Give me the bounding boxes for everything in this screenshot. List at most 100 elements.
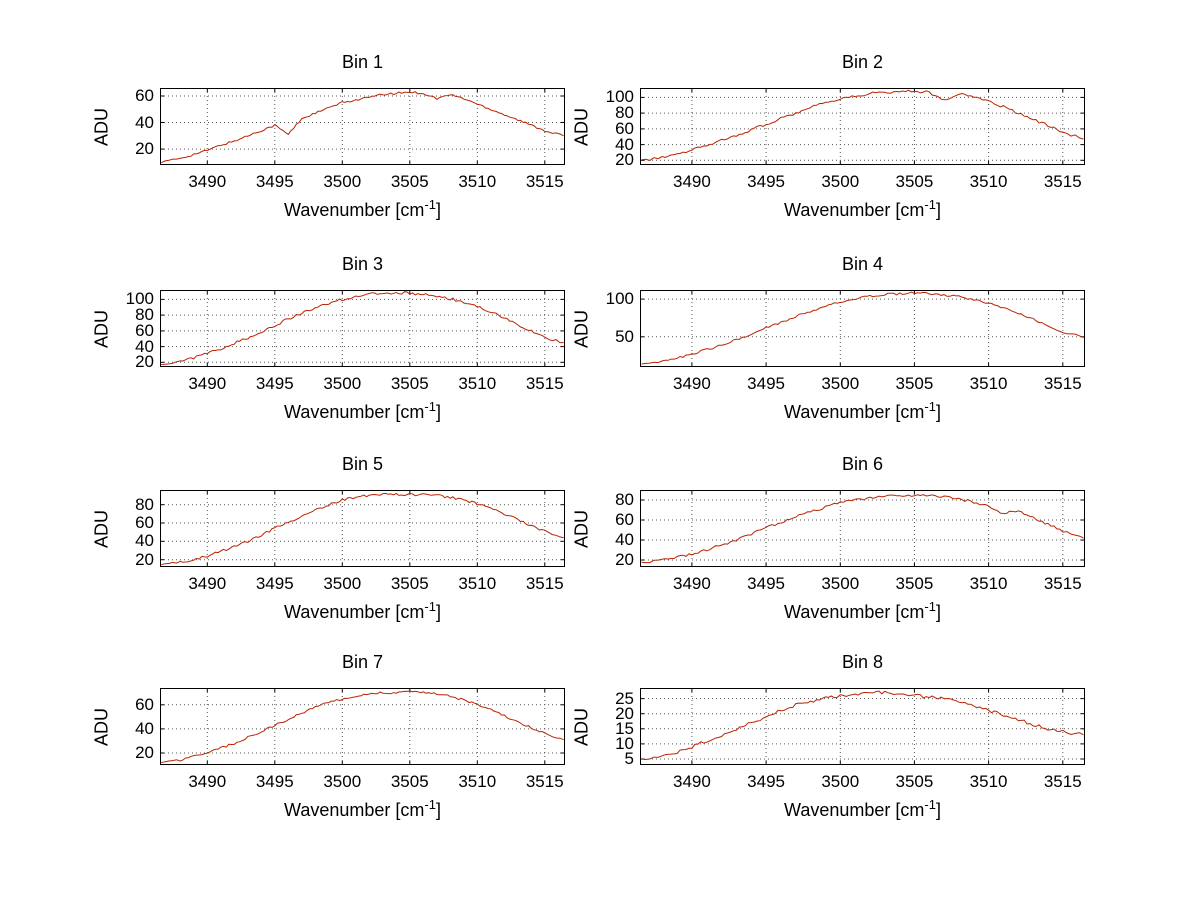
y-tick-label-bin-4: 100 [605,289,634,309]
x-axis-label-bin-3: Wavenumber [cm-1] [284,399,441,422]
y-tick-label-bin-5: 20 [135,549,154,569]
y-tick-label-bin-3: 100 [125,289,154,309]
y-tick-label-bin-7: 60 [135,694,154,714]
axes-box-bin-5 [160,490,565,567]
y-tick-label-bin-6: 80 [615,490,634,509]
x-tick-label-bin-5: 3490 [188,574,227,593]
x-tick-label-bin-3: 3510 [458,374,497,393]
x-tick-label-bin-8: 3505 [895,772,934,791]
x-tick-label-bin-1: 3510 [458,172,497,191]
x-tick-label-bin-1: 3505 [390,172,429,191]
plot-area-svg-bin-7 [160,688,565,765]
plot-area-svg-bin-1 [160,88,565,165]
x-axis-label-bin-8: Wavenumber [cm-1] [784,797,941,820]
x-axis-label-bin-1: Wavenumber [cm-1] [284,197,441,220]
spectrum-line-bin-1 [161,91,564,164]
x-tick-label-bin-6: 3500 [821,574,860,593]
y-tick-label-bin-6: 40 [615,530,634,549]
plot-title-bin-7: Bin 7 [341,652,384,672]
x-tick-label-bin-3: 3515 [525,374,564,393]
x-axis-label-bin-6: Wavenumber [cm-1] [784,599,941,622]
y-tick-label-bin-6: 60 [615,510,634,529]
x-tick-label-bin-7: 3510 [458,772,497,791]
axes-box-bin-3 [160,290,565,367]
x-tick-label-bin-2: 3505 [895,172,934,191]
spectrum-line-bin-5 [161,492,564,566]
x-axis-label-bin-5: Wavenumber [cm-1] [284,599,441,622]
y-tick-label-bin-2: 60 [615,118,634,138]
x-tick-label-bin-8: 3515 [1043,772,1082,791]
x-tick-label-bin-1: 3490 [188,172,227,191]
y-tick-label-bin-2: 80 [615,103,634,123]
axes-box-bin-6 [640,490,1085,567]
x-tick-label-bin-6: 3505 [895,574,934,593]
x-tick-label-bin-2: 3515 [1043,172,1082,191]
subplot-bin-4 [640,290,1085,367]
y-tick-label-bin-2: 40 [615,134,634,154]
x-tick-label-bin-3: 3505 [390,374,429,393]
plot-title-bin-5: Bin 5 [341,454,384,474]
plot-area-svg-bin-6 [640,490,1085,567]
x-tick-label-bin-6: 3495 [747,574,785,593]
x-tick-label-bin-3: 3490 [188,374,227,393]
y-tick-label-bin-3: 60 [135,320,154,340]
x-tick-label-bin-4: 3500 [821,374,860,393]
y-tick-label-bin-5: 80 [135,494,154,514]
plot-area-svg-bin-5 [160,490,565,567]
x-tick-label-bin-8: 3490 [672,772,711,791]
spectrum-line-bin-4 [641,291,1084,365]
y-tick-label-bin-5: 60 [135,513,154,532]
x-axis-label-bin-4: Wavenumber [cm-1] [784,399,941,422]
axes-box-bin-1 [160,88,565,165]
plot-title-bin-2: Bin 2 [841,52,884,72]
plot-area-svg-bin-3 [160,290,565,367]
x-tick-label-bin-4: 3505 [895,374,934,393]
plot-area-svg-bin-2 [640,88,1085,165]
plot-title-bin-1: Bin 1 [341,52,384,72]
y-tick-label-bin-8: 20 [615,703,634,723]
x-tick-label-bin-7: 3500 [323,772,362,791]
plot-area-svg-bin-8 [640,688,1085,765]
y-tick-label-bin-8: 25 [615,688,634,708]
y-tick-label-bin-2: 20 [615,150,634,170]
x-tick-label-bin-6: 3510 [969,574,1008,593]
spectrum-line-bin-3 [161,291,564,366]
x-tick-label-bin-7: 3515 [525,772,564,791]
y-tick-label-bin-1: 60 [135,85,154,105]
plot-area-svg-bin-4 [640,290,1085,367]
x-tick-label-bin-8: 3495 [747,772,785,791]
x-axis-label-bin-7: Wavenumber [cm-1] [284,797,441,820]
x-tick-label-bin-5: 3510 [458,574,497,593]
y-tick-label-bin-2: 100 [605,87,634,107]
subplot-bin-6 [640,490,1085,567]
x-tick-label-bin-6: 3515 [1043,574,1082,593]
axes-box-bin-8 [640,688,1085,765]
subplot-bin-8 [640,688,1085,765]
y-tick-label-bin-7: 40 [135,718,154,738]
x-tick-label-bin-5: 3500 [323,574,362,593]
x-tick-label-bin-1: 3495 [255,172,294,191]
x-tick-label-bin-2: 3500 [821,172,860,191]
x-tick-label-bin-1: 3515 [525,172,564,191]
x-tick-label-bin-4: 3510 [969,374,1008,393]
plot-title-bin-8: Bin 8 [841,652,884,672]
x-tick-label-bin-5: 3495 [255,574,294,593]
plot-title-bin-6: Bin 6 [841,454,884,474]
axes-box-bin-4 [640,290,1085,367]
spectrum-line-bin-6 [641,494,1084,564]
y-tick-label-bin-1: 20 [135,139,154,159]
x-tick-label-bin-2: 3495 [747,172,785,191]
x-tick-label-bin-4: 3515 [1043,374,1082,393]
y-tick-label-bin-8: 15 [615,718,634,738]
x-axis-label-bin-2: Wavenumber [cm-1] [784,197,941,220]
y-tick-label-bin-4: 50 [615,326,634,346]
x-tick-label-bin-3: 3495 [255,374,294,393]
x-tick-label-bin-6: 3490 [672,574,711,593]
subplot-bin-1 [160,88,565,165]
plot-title-bin-3: Bin 3 [341,254,384,274]
x-tick-label-bin-2: 3490 [672,172,711,191]
y-tick-label-bin-6: 20 [615,550,634,569]
x-tick-label-bin-7: 3495 [255,772,294,791]
subplot-bin-7 [160,688,565,765]
x-tick-label-bin-4: 3490 [672,374,711,393]
